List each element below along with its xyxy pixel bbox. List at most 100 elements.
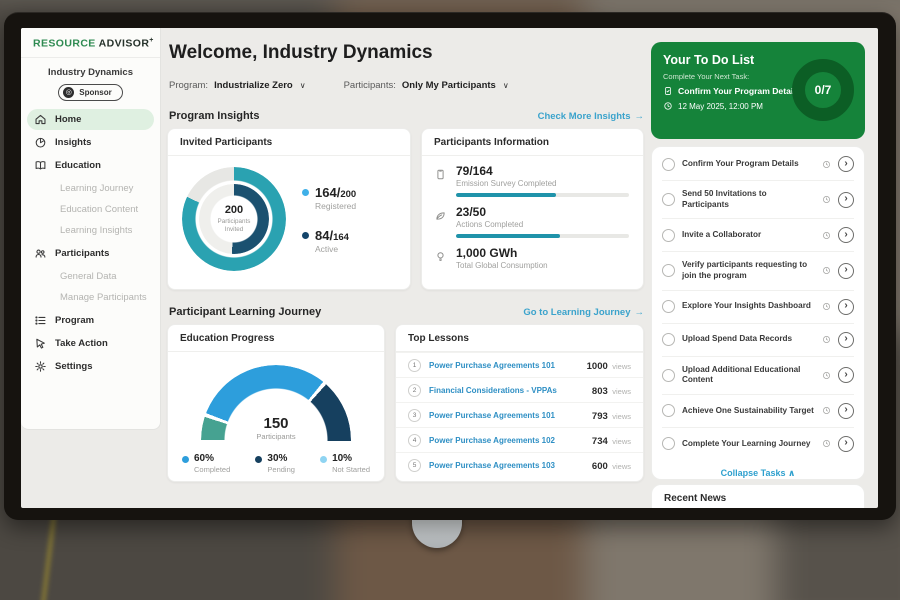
education-gauge-chart: 150 Participants	[201, 365, 351, 441]
chevron-right-button[interactable]: ›	[838, 403, 854, 419]
todo-item-label: Upload Additional Educational Content	[682, 365, 815, 386]
todo-item: Confirm Your Program Details ›	[662, 148, 854, 181]
info-value: 79/164	[456, 164, 629, 178]
legend-label: Not Started	[332, 465, 370, 474]
home-icon	[34, 113, 47, 126]
chevron-right-button[interactable]: ›	[838, 192, 854, 208]
brand-resource: RESOURCE	[33, 38, 96, 50]
invited-card-body: 200 Participants Invited 164/200 Registe…	[168, 156, 410, 281]
program-icon	[34, 314, 47, 327]
sidebar-item-label: Participants	[55, 248, 109, 259]
arrow-right-icon: →	[635, 307, 645, 318]
lesson-link[interactable]: Financial Considerations - VPPAs	[429, 386, 592, 395]
lesson-link[interactable]: Power Purchase Agreements 101	[429, 411, 592, 420]
invited-donut-center: 200 Participants Invited	[213, 198, 255, 240]
legend-pct: 60%	[194, 453, 230, 464]
program-select[interactable]: Program: Industrialize Zero ∨	[169, 80, 306, 91]
lesson-link[interactable]: Power Purchase Agreements 103	[429, 461, 592, 470]
todo-checkbox[interactable]	[662, 229, 675, 242]
info-progress-fill	[456, 193, 556, 197]
chevron-right-button[interactable]: ›	[838, 156, 854, 172]
clock-icon	[822, 335, 831, 344]
insights-icon	[34, 136, 47, 149]
education-legend: 60% Completed 30% Pending 10% Not Starte…	[168, 441, 384, 474]
sidebar-item-take-action[interactable]: Take Action	[27, 333, 154, 354]
check-more-insights-link[interactable]: Check More Insights→	[538, 111, 644, 122]
actions-icon	[434, 209, 447, 222]
sponsor-badge[interactable]: ◎ Sponsor	[58, 84, 122, 101]
todo-item: Invite a Collaborator ›	[662, 219, 854, 252]
sidebar-sub-label: General Data	[60, 271, 117, 282]
todo-checkbox[interactable]	[662, 300, 675, 313]
brand-logo: RESOURCE ADVISOR+	[21, 28, 160, 58]
chevron-right-button[interactable]: ›	[838, 332, 854, 348]
sponsor-label: Sponsor	[79, 88, 111, 97]
clock-icon	[822, 302, 831, 311]
sidebar-item-home[interactable]: Home	[27, 109, 154, 130]
sidebar-item-general-data[interactable]: General Data	[27, 266, 154, 287]
actions-progress-bar	[456, 234, 629, 238]
program-insights-header: Program Insights Check More Insights→	[169, 110, 644, 122]
participants-select[interactable]: Participants: Only My Participants ∨	[344, 80, 509, 91]
lesson-link[interactable]: Power Purchase Agreements 102	[429, 436, 592, 445]
info-label: Emission Survey Completed	[456, 179, 629, 188]
legend-label: Active	[315, 244, 349, 254]
program-select-value: Industrialize Zero	[214, 80, 293, 91]
lesson-row: 4 Power Purchase Agreements 102 734 view…	[396, 427, 643, 452]
sidebar-item-learning-journey[interactable]: Learning Journey	[27, 178, 154, 199]
invited-participants-card: Invited Participants 200 Participants In…	[167, 128, 411, 290]
todo-item: Upload Spend Data Records ›	[662, 324, 854, 357]
todo-checkbox[interactable]	[662, 404, 675, 417]
recent-news-card: Recent News	[651, 484, 865, 508]
todo-checkbox[interactable]	[662, 193, 675, 206]
chevron-right-button[interactable]: ›	[838, 227, 854, 243]
sidebar-item-settings[interactable]: Settings	[27, 356, 154, 377]
legend-item-not-started: 10% Not Started	[320, 453, 370, 474]
go-to-learning-journey-link[interactable]: Go to Learning Journey →	[523, 307, 644, 318]
todo-item-label: Send 50 Invitations to Participants	[682, 189, 815, 210]
sidebar-item-learning-insights[interactable]: Learning Insights	[27, 220, 154, 241]
sidebar-item-education[interactable]: Education	[27, 155, 154, 176]
survey-progress-bar	[456, 193, 629, 197]
chevron-right-button[interactable]: ›	[838, 436, 854, 452]
lesson-views: 734 views	[592, 431, 631, 449]
sidebar-item-program[interactable]: Program	[27, 310, 154, 331]
learning-journey-header: Participant Learning Journey Go to Learn…	[169, 306, 644, 318]
legend-value: 164/200	[315, 185, 356, 200]
chevron-right-button[interactable]: ›	[838, 263, 854, 279]
collapse-label: Collapse Tasks	[721, 468, 786, 478]
todo-checkbox[interactable]	[662, 437, 675, 450]
todo-item: Complete Your Learning Journey ›	[662, 428, 854, 460]
org-name: Industry Dynamics	[21, 67, 160, 78]
todo-checkbox[interactable]	[662, 264, 675, 277]
todo-next-task-label: Confirm Your Program Details	[678, 86, 800, 96]
lesson-link[interactable]: Power Purchase Agreements 101	[429, 361, 587, 370]
link-label: Go to Learning Journey	[523, 307, 630, 318]
sidebar-item-label: Take Action	[55, 338, 108, 349]
gauge-center-value: 150	[201, 415, 351, 432]
rank-badge: 3	[408, 409, 421, 422]
todo-checkbox[interactable]	[662, 369, 675, 382]
sidebar-item-education-content[interactable]: Education Content	[27, 199, 154, 220]
todo-item-label: Confirm Your Program Details	[682, 159, 815, 170]
info-row-consumption: 1,000 GWh Total Global Consumption	[422, 238, 643, 270]
sidebar-sub-label: Learning Journey	[60, 183, 133, 194]
todo-item: Upload Additional Educational Content ›	[662, 357, 854, 395]
sidebar-item-manage-participants[interactable]: Manage Participants	[27, 287, 154, 308]
sidebar-item-participants[interactable]: Participants	[27, 243, 154, 264]
todo-checkbox[interactable]	[662, 158, 675, 171]
section-title: Participant Learning Journey	[169, 306, 321, 318]
todo-checkbox[interactable]	[662, 333, 675, 346]
section-title: Program Insights	[169, 110, 259, 122]
sidebar-item-insights[interactable]: Insights	[27, 132, 154, 153]
lesson-row: 2 Financial Considerations - VPPAs 803 v…	[396, 377, 643, 402]
chevron-right-button[interactable]: ›	[838, 299, 854, 315]
todo-item-label: Explore Your Insights Dashboard	[682, 301, 815, 312]
sidebar-nav: Home Insights Education Learning Journey…	[21, 109, 160, 377]
legend-dot	[302, 189, 309, 196]
sidebar-sub-label: Manage Participants	[60, 292, 147, 303]
rank-badge: 1	[408, 359, 421, 372]
collapse-tasks-link[interactable]: Collapse Tasks ∧	[662, 460, 854, 479]
chevron-right-button[interactable]: ›	[838, 367, 854, 383]
legend-dot	[255, 456, 262, 463]
